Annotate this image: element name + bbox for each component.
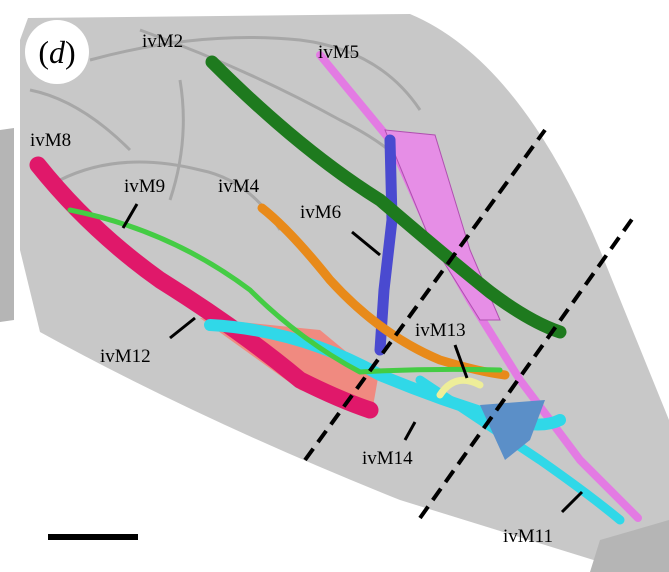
muscle-label: ivM2 xyxy=(142,31,183,52)
paren: ) xyxy=(65,34,76,70)
muscle-label: ivM8 xyxy=(30,130,71,151)
figure: (d) ivM2 ivM5 ivM8 ivM9 ivM4 ivM6 ivM12 ivM13 iv… xyxy=(0,0,669,572)
muscle-label: ivM12 xyxy=(100,346,151,367)
muscle-label: ivM14 xyxy=(362,448,413,469)
muscle-label: ivM11 xyxy=(503,526,553,547)
muscle-label: ivM13 xyxy=(415,320,466,341)
muscle-label: ivM9 xyxy=(124,176,165,197)
panel-label: (d) xyxy=(38,34,75,70)
panel-letter: d xyxy=(49,34,66,70)
muscle-label: ivM5 xyxy=(318,42,359,63)
muscle-label: ivM4 xyxy=(218,176,260,197)
muscle-label: ivM6 xyxy=(300,202,341,223)
paren: ( xyxy=(38,34,49,70)
